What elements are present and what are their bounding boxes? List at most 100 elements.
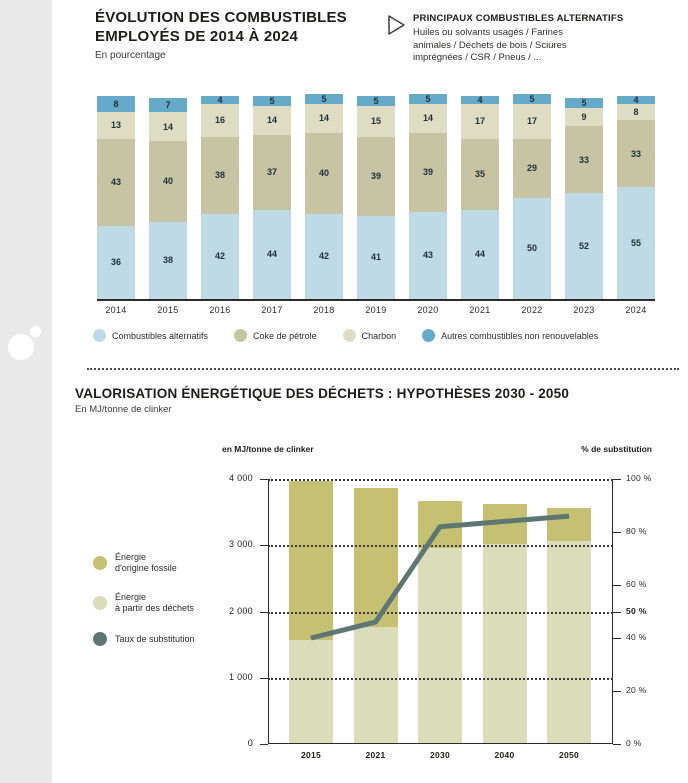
callout-body-line: imprégnées / CSR / Pneus / ... — [413, 52, 542, 63]
bubbles-logo-icon — [8, 334, 34, 360]
legend-swatch-icon — [234, 329, 248, 342]
stacked-bar-2020: 5 14 39 43 — [409, 94, 447, 299]
gridline-4000 — [268, 479, 613, 481]
bar-2030 — [418, 501, 462, 743]
bar-segment-combustibles-alternatifs: 55 — [617, 187, 655, 299]
y-axis-tick — [260, 545, 268, 547]
segment-energie-a-partir-des-dechets — [289, 640, 333, 743]
legend-item-charbon: Charbon — [342, 329, 397, 342]
pct-axis-tick — [613, 585, 621, 586]
bar-segment-charbon: 14 — [305, 104, 343, 133]
bar-2015 — [289, 481, 333, 743]
y-axis-tick-label: 2 000 — [228, 605, 253, 616]
x-axis-label-2014: 2014 — [105, 305, 127, 315]
legend-swatch-icon — [93, 556, 107, 570]
segment-energie-a-partir-des-dechets — [353, 627, 398, 743]
gridline-2000 — [268, 611, 613, 614]
bar-segment-autres-combustibles-non-renouvelables: 5 — [253, 96, 291, 107]
bar-segment-autres-combustibles-non-renouvelables: 5 — [565, 98, 603, 109]
chart1-title-line2: EMPLOYÉS DE 2014 À 2024 — [95, 28, 299, 45]
legend-item-combustibles-alternatifs: Combustibles alternatifs — [93, 329, 208, 342]
callout-body-line: Huiles ou solvants usagés / Farines — [413, 27, 563, 38]
x-axis-label-2023: 2023 — [573, 305, 595, 315]
bar-segment-combustibles-alternatifs: 42 — [201, 213, 239, 299]
bar-segment-charbon: 17 — [513, 104, 551, 139]
bar-segment-coke-de-petrole: 37 — [253, 134, 291, 210]
segment-energie-a-partir-des-dechets — [418, 547, 462, 743]
chart1-x-axis-line — [97, 299, 655, 301]
y-axis-tick-label: 4 000 — [228, 473, 253, 483]
legend-label: Charbon — [361, 330, 397, 341]
legend-swatch-icon — [422, 329, 436, 342]
left-gray-strip — [0, 0, 52, 783]
stacked-bar-2014: 8 13 43 36 — [97, 96, 135, 299]
substitution-rate-line — [310, 513, 570, 641]
segment-energie-d-origine-fossile — [547, 507, 591, 541]
stacked-bar-2022: 5 17 29 50 — [513, 94, 551, 299]
x-axis-label-2016: 2016 — [209, 305, 231, 315]
legend-swatch-icon — [93, 596, 107, 610]
bar-segment-combustibles-alternatifs: 43 — [409, 211, 447, 299]
bottom-axis-line — [268, 743, 613, 744]
x-axis-label-2019: 2019 — [365, 305, 387, 315]
triangle-arrow-icon — [386, 13, 408, 42]
callout-title: PRINCIPAUX COMBUSTIBLES ALTERNATIFS — [413, 13, 624, 24]
bar-segment-charbon: 13 — [97, 112, 135, 139]
bar-segment-coke-de-petrole: 29 — [513, 138, 551, 198]
legend-label: Combustibles alternatifs — [112, 330, 209, 341]
legend-item-energie-a-partir-des-dechets: Énergie à partir des déchets — [93, 592, 195, 614]
gridline-1000 — [268, 677, 613, 680]
stacked-bar-2017: 5 14 37 44 — [253, 96, 291, 299]
chart1-subtitle: En pourcentage — [95, 50, 166, 61]
bar-segment-autres-combustibles-non-renouvelables: 5 — [409, 94, 447, 105]
chart2-legend: Énergie d'origine fossile Énergie à partir … — [93, 552, 195, 646]
pct-axis-tick — [613, 691, 621, 692]
bar-segment-autres-combustibles-non-renouvelables: 5 — [513, 94, 551, 105]
bar-segment-autres-combustibles-non-renouvelables: 5 — [305, 94, 343, 105]
chart1-title: ÉVOLUTION DES COMBUSTIBLES EMPLOYÉS DE 2… — [95, 8, 347, 46]
bar-segment-charbon: 14 — [149, 112, 187, 141]
stacked-bar-2019: 5 15 39 41 — [357, 96, 395, 299]
bar-segment-autres-combustibles-non-renouvelables: 4 — [617, 96, 655, 105]
x-axis-label-2022: 2022 — [521, 305, 543, 315]
y-axis-tick-label: 3 000 — [228, 539, 253, 550]
bar-2050 — [547, 507, 591, 743]
bar-2040 — [482, 504, 527, 743]
legend-label: Énergie à partir des déchets — [115, 592, 195, 613]
stacked-bar-2023: 5 9 33 52 — [565, 98, 603, 299]
bar-segment-combustibles-alternatifs: 44 — [253, 209, 291, 299]
bar-line-chart — [268, 479, 613, 744]
stacked-bar-2015: 7 14 40 38 — [149, 98, 187, 299]
bar-segment-autres-combustibles-non-renouvelables: 4 — [201, 96, 239, 105]
bar-segment-coke-de-petrole: 33 — [565, 126, 603, 194]
bar-segment-autres-combustibles-non-renouvelables: 8 — [97, 96, 135, 113]
bar-segment-combustibles-alternatifs: 38 — [149, 221, 187, 299]
left-axis-caption: en MJ/tonne de clinker — [222, 444, 314, 454]
legend-item-autres-combustibles-non-renouvelables: Autres combustibles non renouvelables — [422, 329, 598, 342]
bar-segment-charbon: 9 — [565, 108, 603, 127]
pct-axis-tick — [613, 611, 621, 613]
legend-item-coke-de-petrole: Coke de pétrole — [234, 329, 317, 342]
pct-axis-tick — [613, 744, 621, 745]
pct-axis-tick-label: 100 % — [626, 473, 652, 483]
x-axis-label-2021: 2021 — [469, 305, 491, 315]
chart2-x-axis-labels: 2015 2021 2030 2040 2050 — [268, 750, 613, 764]
bar-segment-autres-combustibles-non-renouvelables: 4 — [461, 96, 499, 105]
legend-item-energie-d-origine-fossile: Énergie d'origine fossile — [93, 552, 195, 574]
stacked-bar-2024: 4 8 33 55 — [617, 96, 655, 299]
pct-axis-tick-label: 80 % — [626, 526, 647, 536]
legend-label: Coke de pétrole — [253, 330, 317, 341]
y-axis-tick-label: 0 — [247, 738, 253, 748]
bar-segment-coke-de-petrole: 33 — [617, 120, 655, 188]
chart1-title-line1: ÉVOLUTION DES COMBUSTIBLES — [95, 9, 347, 26]
x-axis-label-2020: 2020 — [417, 305, 439, 315]
chart2-left-axis: 4 000 3 000 2 000 1 000 0 — [200, 473, 268, 748]
dotted-separator — [87, 368, 679, 370]
x-axis-label-2030: 2030 — [429, 750, 451, 760]
bar-segment-combustibles-alternatifs: 41 — [357, 215, 395, 299]
legend-item-taux-de-substitution: Taux de substitution — [93, 632, 195, 646]
x-axis-label-2015: 2015 — [157, 305, 179, 315]
callout-body-line: animales / Déchets de bois / Sciures — [413, 39, 567, 51]
y-axis-tick — [260, 611, 268, 613]
